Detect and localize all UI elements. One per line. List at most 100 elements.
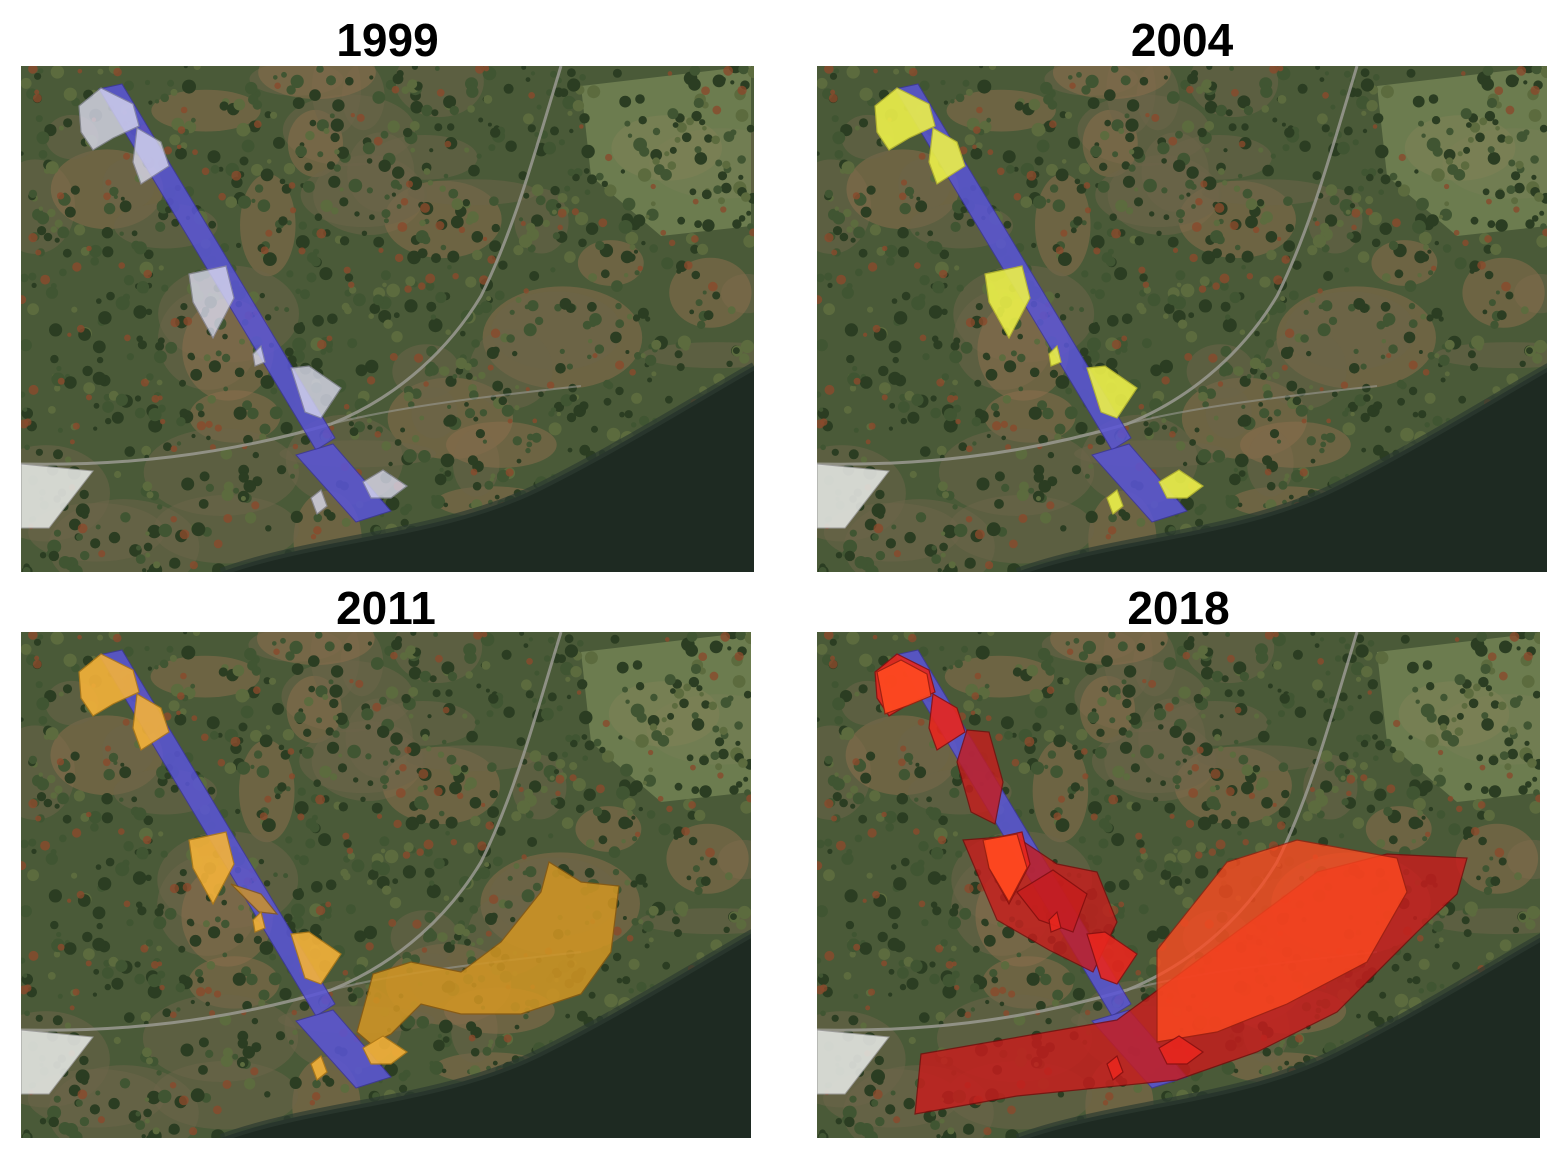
tree: [35, 681, 43, 689]
tree: [744, 632, 751, 645]
tree: [464, 363, 472, 371]
tree: [831, 115, 839, 123]
tree: [639, 415, 650, 426]
tree: [1292, 649, 1303, 660]
tree: [1338, 692, 1348, 702]
tree: [514, 405, 520, 411]
tree: [846, 632, 860, 645]
tree: [363, 925, 377, 940]
tree: [853, 226, 865, 239]
tree: [1531, 174, 1537, 180]
tree: [181, 477, 195, 491]
tree: [901, 857, 910, 867]
tree: [724, 872, 733, 881]
tree: [462, 929, 470, 937]
dead-tree: [1516, 66, 1527, 76]
tree: [1483, 244, 1493, 254]
tree: [694, 886, 703, 895]
tree: [699, 755, 709, 766]
tree: [135, 1111, 141, 1117]
tree: [233, 487, 240, 494]
tree: [1321, 300, 1333, 312]
tree: [79, 1116, 90, 1127]
tree: [242, 1046, 256, 1059]
tree: [702, 126, 707, 131]
tree: [180, 1043, 194, 1057]
tree: [134, 961, 141, 968]
tree: [713, 185, 723, 194]
change-polygon-1999: [78, 87, 140, 151]
tree: [36, 792, 47, 802]
tree: [97, 877, 112, 891]
tree: [622, 976, 631, 985]
tree: [629, 244, 636, 251]
tree: [191, 522, 206, 537]
dead-tree: [852, 192, 861, 200]
tree: [832, 697, 845, 711]
tree: [1412, 220, 1426, 234]
dead-tree: [21, 419, 29, 429]
dead-tree: [57, 943, 65, 951]
tree: [64, 772, 76, 784]
tree: [153, 350, 167, 364]
dead-tree: [1398, 153, 1406, 162]
tree: [361, 708, 374, 721]
road: [21, 632, 563, 1032]
tree: [468, 164, 480, 177]
dead-tree: [189, 561, 198, 570]
tree: [80, 1077, 89, 1085]
tree: [1269, 429, 1280, 439]
tree: [483, 95, 493, 104]
tree: [1432, 920, 1444, 932]
tree: [75, 1099, 83, 1107]
tree: [161, 284, 169, 292]
tree: [1028, 406, 1042, 420]
tree: [740, 339, 754, 354]
tree: [1195, 865, 1209, 879]
dead-tree: [1195, 197, 1203, 206]
tree: [1315, 66, 1321, 70]
dead-tree: [400, 197, 409, 206]
tree: [169, 654, 177, 662]
tree: [1444, 201, 1450, 207]
tree: [515, 385, 520, 390]
dead-tree: [182, 882, 192, 892]
tree: [844, 550, 855, 562]
dead-tree: [71, 828, 82, 838]
tree: [347, 852, 355, 860]
tree: [1412, 976, 1421, 985]
tree: [283, 873, 289, 879]
tree: [844, 323, 858, 337]
tree: [445, 816, 458, 829]
dead-tree: [1169, 430, 1176, 438]
tree: [263, 880, 271, 887]
dead-tree: [1214, 203, 1225, 213]
tree: [429, 675, 437, 683]
tree: [1344, 185, 1354, 196]
tree: [1428, 94, 1439, 104]
dead-tree: [201, 167, 210, 176]
tree: [28, 272, 37, 281]
tree: [237, 1038, 248, 1049]
tree: [850, 803, 856, 809]
change-polygon-2004: [1086, 365, 1138, 419]
tree: [243, 434, 253, 445]
dead-tree: [309, 1100, 316, 1106]
dead-tree: [21, 295, 27, 305]
tree: [1043, 729, 1056, 742]
tree: [1486, 97, 1498, 109]
tree: [1198, 391, 1208, 402]
tree: [1436, 810, 1446, 819]
tree: [447, 671, 458, 682]
tree: [168, 1123, 180, 1135]
tree: [221, 899, 227, 906]
tree: [887, 937, 901, 951]
tree: [103, 768, 115, 781]
tree: [993, 410, 1000, 418]
tree: [1108, 513, 1117, 523]
tree: [34, 72, 42, 80]
change-polygon-2011: [188, 831, 235, 906]
tree: [207, 150, 221, 164]
tree: [1417, 810, 1423, 817]
tree: [205, 1001, 210, 1007]
